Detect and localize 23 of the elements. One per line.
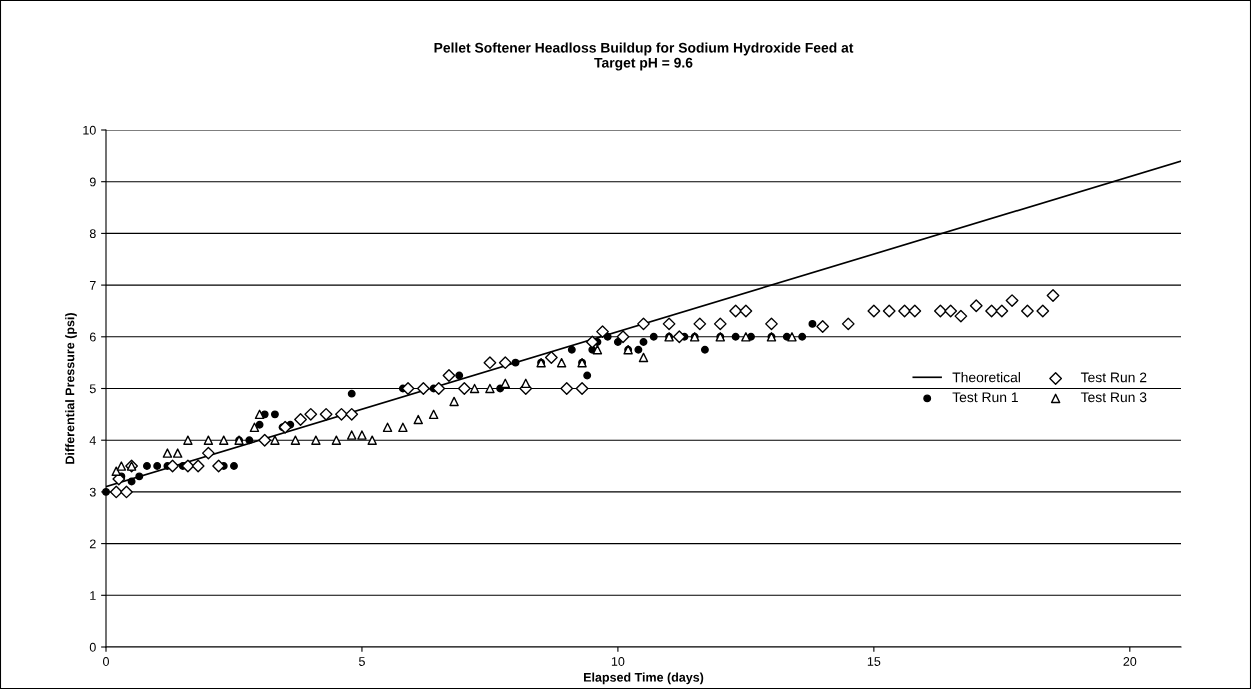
x-tick-label: 5 [358, 657, 365, 666]
y-tick-label: 9 [89, 177, 96, 187]
y-tick-label: 10 [83, 125, 96, 135]
legend-label: Test Run 1 [952, 392, 1018, 403]
y-tick-label: 5 [89, 384, 96, 394]
y-tick-label: 7 [89, 281, 96, 290]
x-tick-label: 0 [103, 657, 109, 666]
x-tick-label: 20 [1123, 657, 1137, 666]
y-axis-title: Differential Pressure (psi) [65, 313, 77, 464]
y-tick-label: 0 [89, 642, 96, 652]
y-tick-label: 4 [89, 436, 96, 445]
y-tick-label: 3 [89, 487, 96, 497]
y-tick-label: 6 [89, 332, 96, 342]
y-tick-label: 1 [90, 591, 96, 600]
legend-label: Test Run 3 [1080, 392, 1147, 403]
y-tick-label: 2 [89, 539, 96, 549]
legend-label: Test Run 2 [1080, 372, 1147, 383]
legend-label: Theoretical [952, 372, 1020, 383]
x-tick-label: 15 [867, 657, 881, 666]
chart-title: Pellet Softener Headloss Buildup for Sodium Hydroxide Feed at Target pH = 9.6 [434, 42, 854, 71]
x-tick-label: 10 [611, 657, 625, 666]
y-tick-label: 8 [89, 229, 96, 239]
x-axis-title: Elapsed Time (days) [584, 672, 704, 685]
